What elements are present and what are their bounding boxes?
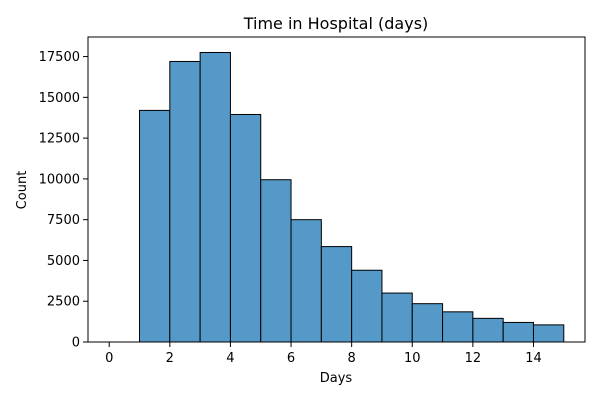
x-tick-label-7: 14 [525, 351, 542, 366]
x-tick-label-6: 12 [465, 351, 482, 366]
y-tick-label-0: 0 [72, 336, 80, 351]
y-axis-ticks: 0 2500 5000 7500 10000 12500 15000 17500 [39, 50, 88, 351]
histogram-bar-11 [442, 311, 474, 343]
x-tick-label-1: 2 [166, 351, 174, 366]
chart-title: Time in Hospital (days) [243, 14, 429, 33]
histogram-bar-6 [290, 219, 322, 343]
histogram-bar-7 [320, 246, 353, 343]
y-tick-label-3: 7500 [47, 213, 80, 228]
histogram-bar-12 [472, 317, 504, 343]
y-tick-label-6: 15000 [39, 91, 80, 106]
y-axis-label: Count [15, 171, 30, 210]
histogram-bar-9 [381, 292, 413, 343]
x-tick-label-2: 4 [226, 351, 234, 366]
histogram-bar-5 [260, 179, 292, 343]
x-tick-label-0: 0 [105, 351, 113, 366]
x-tick-label-3: 6 [287, 351, 295, 366]
histogram-bar-10 [411, 303, 444, 343]
y-tick-label-2: 5000 [47, 254, 80, 269]
x-tick-label-4: 8 [348, 351, 356, 366]
bars-group [139, 51, 565, 343]
histogram-bar-2 [169, 60, 201, 343]
histogram-bar-8 [351, 269, 383, 343]
y-tick-label-4: 10000 [39, 172, 80, 187]
x-tick-label-5: 10 [404, 351, 421, 366]
plot-area-frame [87, 36, 586, 343]
histogram-bar-13 [502, 321, 534, 343]
x-axis-label: Days [320, 371, 353, 386]
y-tick-label-1: 2500 [47, 295, 80, 310]
histogram-bar-14 [532, 324, 565, 343]
histogram-bar-1 [139, 109, 171, 343]
histogram-bar-3 [199, 51, 231, 343]
x-axis-ticks: 0 2 4 6 8 10 12 14 [105, 342, 542, 366]
histogram-bar-4 [229, 113, 262, 343]
y-tick-label-7: 17500 [39, 50, 80, 65]
y-tick-label-5: 12500 [39, 132, 80, 147]
